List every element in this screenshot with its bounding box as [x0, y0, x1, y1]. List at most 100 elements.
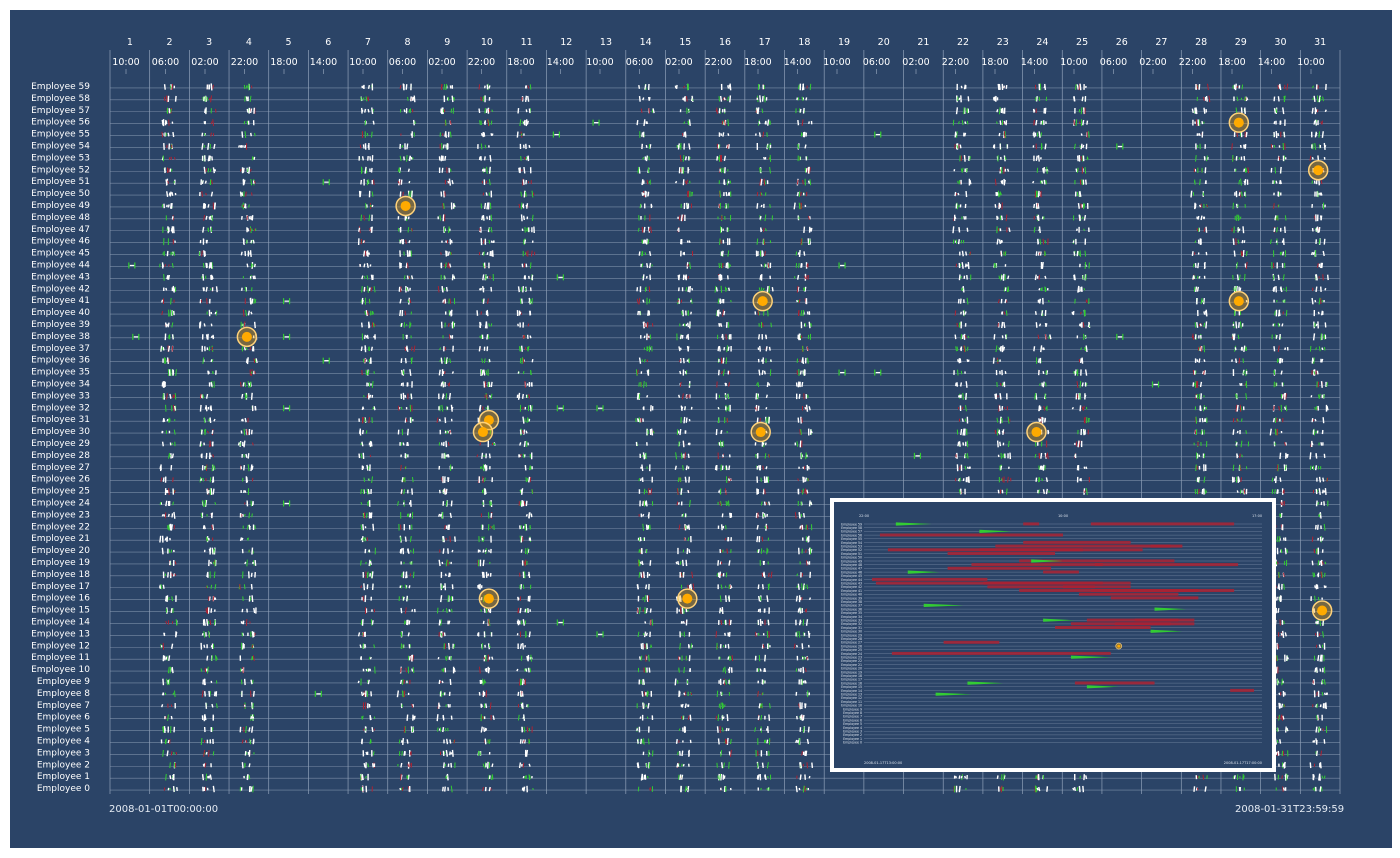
activity-mark: [199, 441, 202, 447]
activity-mark: [639, 203, 642, 209]
activity-mark: [367, 84, 371, 89]
activity-mark: [488, 786, 491, 792]
activity-mark: [446, 773, 449, 781]
time-tick-label: 18:00: [744, 57, 771, 68]
activity-mark: [720, 573, 723, 577]
time-tick-label: 22:00: [942, 57, 969, 68]
activity-mark: [797, 608, 800, 613]
activity-mark: [411, 668, 414, 672]
activity-mark: [162, 726, 164, 733]
activity-mark: [203, 108, 207, 113]
activity-mark: [171, 345, 174, 352]
activity-mark: [531, 274, 534, 280]
activity-mark: [801, 83, 805, 91]
activity-mark: [519, 442, 522, 446]
activity-mark: [365, 370, 368, 375]
activity-mark: [799, 774, 802, 780]
activity-mark: [167, 345, 171, 352]
activity-mark: [449, 512, 453, 518]
activity-mark: [646, 595, 649, 603]
activity-mark: [249, 381, 252, 388]
activity-mark: [486, 252, 489, 256]
activity-mark: [445, 286, 448, 292]
activity-mark: [727, 656, 730, 660]
activity-mark: [681, 214, 684, 222]
activity-mark: [251, 156, 254, 161]
activity-mark: [441, 404, 444, 412]
activity-mark: [166, 323, 169, 327]
activity-mark: [645, 238, 648, 245]
activity-mark: [715, 631, 718, 638]
activity-mark: [756, 108, 759, 113]
activity-mark: [803, 656, 806, 660]
activity-mark: [767, 583, 770, 590]
activity-mark: [212, 371, 214, 374]
activity-mark: [728, 666, 731, 674]
activity-mark: [451, 95, 454, 103]
activity-mark: [768, 157, 771, 160]
activity-mark: [481, 358, 484, 363]
activity-mark: [641, 464, 644, 472]
activity-mark: [807, 215, 810, 220]
activity-mark: [685, 525, 687, 529]
activity-mark: [360, 214, 363, 222]
activity-mark: [798, 393, 801, 399]
activity-mark: [485, 192, 488, 196]
activity-mark: [720, 762, 724, 769]
activity-mark: [369, 454, 372, 458]
activity-mark: [203, 644, 206, 648]
activity-mark: [164, 595, 168, 602]
activity-mark: [362, 144, 365, 149]
activity-mark: [522, 416, 525, 424]
employee-label: Employee 54: [31, 141, 90, 151]
activity-mark: [766, 549, 769, 553]
activity-mark: [760, 228, 763, 232]
employee-label: Employee 36: [31, 356, 90, 366]
activity-mark: [528, 763, 531, 767]
activity-mark: [755, 404, 758, 412]
activity-mark: [161, 441, 164, 447]
activity-mark: [252, 275, 255, 280]
activity-mark: [242, 382, 245, 387]
activity-mark: [524, 381, 526, 388]
activity-mark: [168, 678, 171, 686]
activity-mark: [448, 561, 451, 565]
activity-mark: [690, 643, 693, 650]
activity-mark: [795, 251, 798, 256]
activity-mark: [524, 252, 527, 255]
employee-label: Employee 5: [37, 725, 90, 735]
activity-mark: [642, 702, 645, 710]
activity-mark: [724, 286, 727, 292]
activity-mark: [719, 238, 721, 245]
employee-label: Employee 46: [31, 237, 90, 247]
activity-mark: [373, 286, 376, 293]
activity-mark: [645, 155, 649, 162]
activity-mark: [486, 202, 489, 210]
time-tick-label: 14:00: [1258, 57, 1285, 68]
activity-mark: [440, 382, 443, 387]
activity-mark: [766, 525, 769, 530]
activity-mark: [254, 632, 256, 637]
activity-mark: [529, 84, 532, 90]
activity-mark: [808, 321, 811, 329]
activity-mark: [169, 454, 171, 458]
employee-label: Employee 21: [31, 534, 90, 544]
activity-mark: [408, 585, 411, 589]
activity-mark: [240, 192, 244, 196]
activity-mark: [638, 393, 641, 400]
activity-mark: [808, 548, 811, 554]
activity-mark: [523, 501, 526, 506]
activity-mark: [805, 275, 808, 280]
activity-mark: [718, 345, 721, 352]
activity-mark: [200, 668, 203, 672]
employee-label: Employee 20: [31, 546, 90, 556]
activity-mark: [524, 465, 527, 471]
activity-mark: [447, 441, 450, 446]
activity-mark: [205, 393, 209, 399]
activity-mark: [363, 263, 366, 268]
activity-mark: [248, 763, 251, 768]
activity-mark: [759, 178, 762, 186]
activity-mark: [525, 524, 528, 531]
activity-mark: [371, 131, 373, 138]
activity-mark: [166, 191, 169, 197]
